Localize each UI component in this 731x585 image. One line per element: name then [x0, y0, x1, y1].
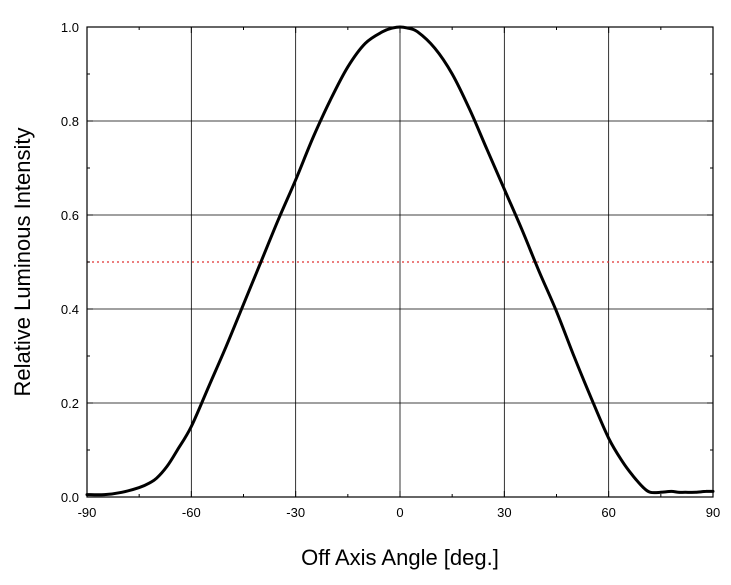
x-tick-label: 90: [706, 505, 720, 520]
y-tick-label: 0.0: [61, 490, 79, 505]
x-tick-label: -60: [182, 505, 201, 520]
x-axis-title: Off Axis Angle [deg.]: [301, 545, 499, 570]
grid-lines: [87, 27, 713, 497]
y-tick-labels: 0.0 0.2 0.4 0.6 0.8 1.0: [61, 20, 79, 505]
series-layer: [85, 25, 715, 497]
intensity-curve: [85, 25, 715, 497]
y-tick-label: 0.4: [61, 302, 79, 317]
x-tick-label: 30: [497, 505, 511, 520]
tick-marks: [86, 26, 714, 498]
x-tick-label: 60: [601, 505, 615, 520]
x-tick-labels: -90 -60 -30 0 30 60 90: [78, 505, 721, 520]
x-tick-label: -30: [286, 505, 305, 520]
y-tick-label: 1.0: [61, 20, 79, 35]
y-tick-label: 0.8: [61, 114, 79, 129]
x-tick-label: 0: [396, 505, 403, 520]
y-axis-title: Relative Luminous Intensity: [10, 127, 35, 396]
y-tick-label: 0.6: [61, 208, 79, 223]
y-tick-label: 0.2: [61, 396, 79, 411]
x-tick-label: -90: [78, 505, 97, 520]
